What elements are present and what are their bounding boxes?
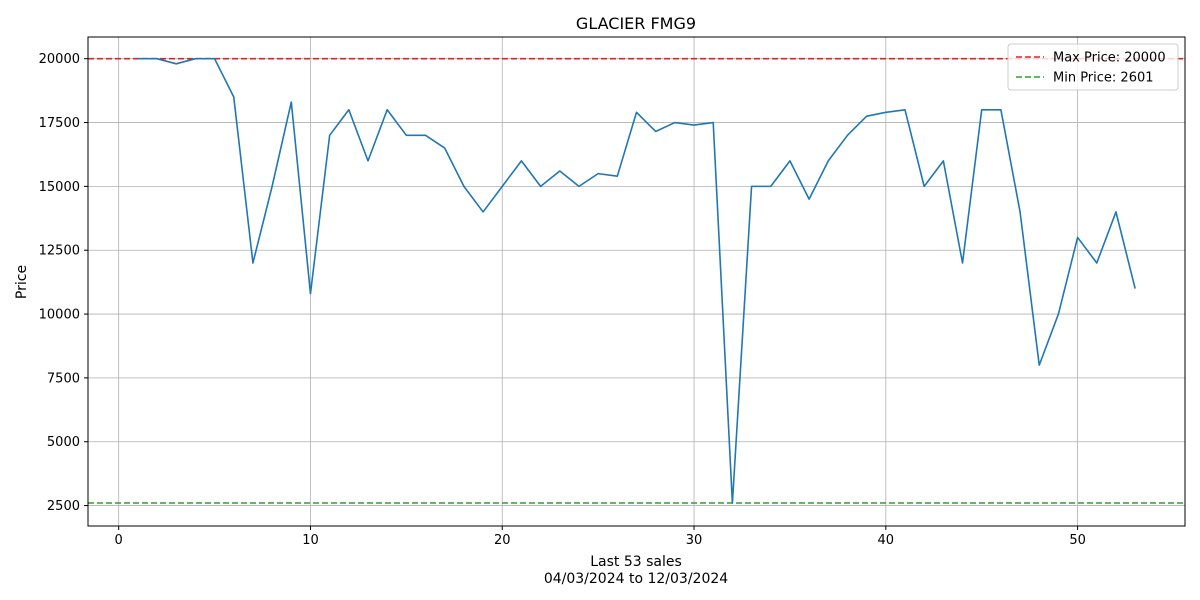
legend-box [1007, 43, 1179, 91]
plot-frame [87, 36, 1186, 527]
y-tick-label: 7500 [47, 371, 80, 386]
series-group [137, 57, 1136, 504]
price-series-line [137, 57, 1136, 504]
grid-lines [88, 37, 1185, 526]
y-tick-label: 15000 [39, 180, 80, 195]
legend-entry: Min Price: 2601 [1053, 71, 1154, 86]
x-tick-label: 50 [1069, 533, 1086, 548]
chart-title: GLACIER FMG9 [576, 14, 696, 33]
x-tick-label: 40 [878, 533, 895, 548]
legend-entry: Max Price: 20000 [1053, 51, 1166, 66]
y-tick-label: 20000 [39, 52, 80, 67]
x-tick-label: 10 [302, 533, 319, 548]
y-tick-label: 2500 [47, 499, 80, 514]
x-tick-label: 0 [115, 533, 123, 548]
x-tick-label: 20 [494, 533, 511, 548]
x-axis-date-range: 04/03/2024 to 12/03/2024 [544, 571, 728, 587]
x-tick-label: 30 [686, 533, 703, 548]
x-axis-ticks: 0 10 20 30 40 50 [115, 526, 1086, 548]
y-tick-label: 12500 [39, 244, 80, 259]
y-tick-label: 17500 [39, 116, 80, 131]
legend: Max Price: 20000 Min Price: 2601 [1007, 43, 1179, 91]
y-tick-label: 5000 [47, 435, 80, 450]
x-axis-label: Last 53 sales [590, 554, 682, 570]
y-axis-label: Price [14, 265, 30, 299]
reference-lines [88, 57, 1185, 504]
y-tick-label: 10000 [39, 308, 80, 323]
y-axis-ticks: 2500 5000 7500 10000 12500 15000 17500 20000 [39, 52, 88, 514]
